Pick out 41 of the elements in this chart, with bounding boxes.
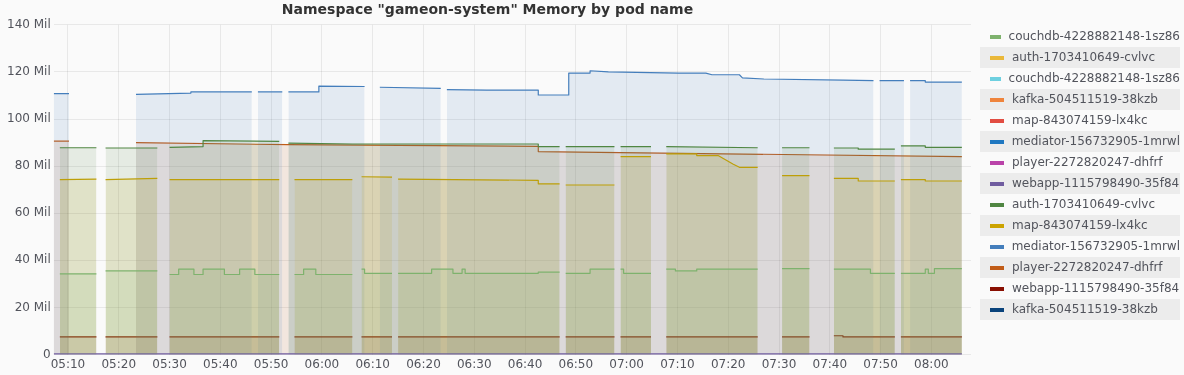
chart-title: Namespace "gameon-system" Memory by pod name — [281, 1, 694, 18]
legend-label: map-843074159-lx4kc — [1012, 112, 1148, 129]
legend-label: kafka-504511519-38kzb — [1012, 301, 1158, 318]
legend-label: mediator-156732905-1mrwl — [1011, 133, 1180, 150]
legend-label: couchdb-4228882148-1sz86 — [1008, 70, 1180, 87]
x-tick-label: 07:50 — [863, 356, 898, 371]
legend-label: player-2272820247-dhfrf — [1012, 259, 1163, 276]
legend-label: auth-1703410649-cvlvc — [1012, 196, 1156, 213]
x-tick-label: 07:00 — [609, 356, 644, 371]
legend-label: kafka-504511519-38kzb — [1012, 91, 1158, 108]
x-tick-label: 06:20 — [406, 356, 441, 371]
x-tick-label: 05:40 — [203, 356, 238, 371]
y-tick-label: 0 — [43, 346, 51, 361]
legend-label: couchdb-4228882148-1sz86 — [1008, 28, 1180, 45]
legend-label: auth-1703410649-cvlvc — [1012, 49, 1156, 66]
x-tick-label: 05:50 — [253, 356, 289, 371]
x-tick-label: 07:20 — [710, 356, 746, 371]
x-tick-label: 07:40 — [812, 356, 848, 371]
legend-label: map-843074159-lx4kc — [1012, 217, 1148, 234]
legend-label: mediator-156732905-1mrwl — [1011, 238, 1180, 255]
x-tick-label: 05:30 — [152, 356, 187, 371]
x-tick-label: 06:30 — [456, 356, 492, 371]
x-tick-label: 06:50 — [558, 356, 594, 371]
y-tick-label: 100 Mil — [6, 111, 51, 126]
legend-label: webapp-1115798490-35f84 — [1012, 175, 1180, 192]
y-tick-label: 40 Mil — [14, 252, 51, 267]
legend-label: player-2272820247-dhfrf — [1012, 154, 1163, 171]
y-tick-label: 140 Mil — [6, 16, 51, 31]
y-tick-label: 80 Mil — [14, 158, 51, 173]
x-tick-label: 06:00 — [304, 356, 340, 371]
x-tick-label: 07:30 — [761, 356, 797, 371]
y-tick-label: 20 Mil — [14, 299, 51, 314]
x-tick-label: 07:10 — [660, 356, 695, 371]
x-tick-label: 06:40 — [507, 356, 543, 371]
legend-label: webapp-1115798490-35f84 — [1012, 280, 1180, 297]
y-tick-label: 60 Mil — [14, 205, 51, 220]
x-tick-label: 06:10 — [355, 356, 391, 371]
x-tick-label: 08:00 — [914, 356, 949, 371]
y-tick-label: 120 Mil — [6, 64, 51, 79]
x-tick-label: 05:10 — [50, 356, 86, 371]
x-tick-label: 05:20 — [101, 356, 137, 371]
